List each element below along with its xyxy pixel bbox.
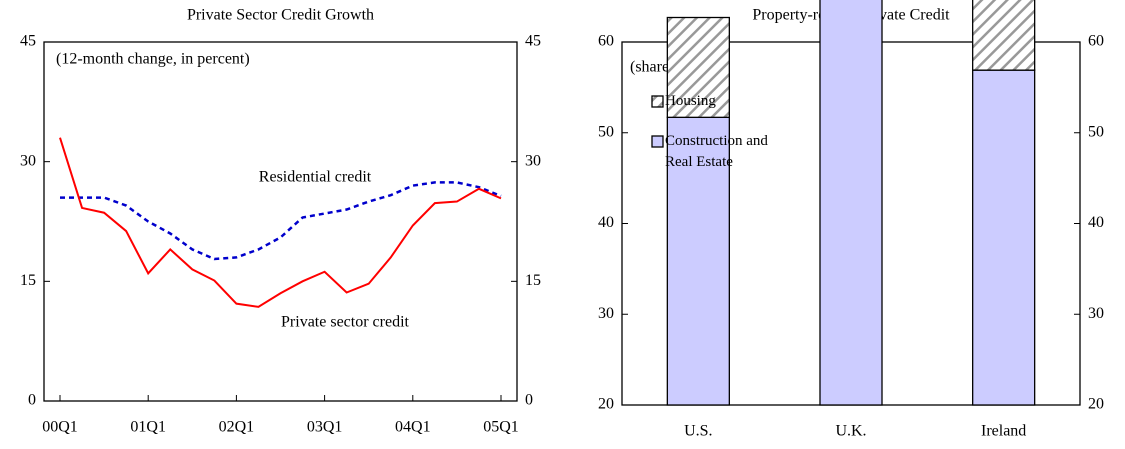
bar-segment: [972, 69, 1036, 406]
y-tick-label: 30: [20, 152, 36, 169]
legend-box: Construction and Real Estate: [665, 133, 768, 170]
series-line: [60, 181, 502, 261]
y2-tick-label: 0: [525, 392, 533, 409]
bar-segment: [972, 0, 1036, 71]
plot-frame: [43, 41, 518, 402]
y2-tick-label: 45: [525, 33, 541, 50]
bar-segment: [666, 16, 730, 118]
y-tick-label: 30: [598, 305, 614, 322]
legend-box: Housing: [665, 93, 716, 109]
x-tick-label: U.S.: [684, 423, 712, 440]
legend-swatch: [651, 95, 664, 108]
y-tick-label: 45: [20, 33, 36, 50]
y-tick-label: 20: [598, 396, 614, 413]
legend-swatch: [651, 135, 664, 148]
x-tick-label: 02Q1: [219, 419, 255, 436]
y2-tick-label: 30: [1088, 305, 1104, 322]
x-tick-label: 05Q1: [483, 419, 519, 436]
y-tick-label: 15: [20, 272, 36, 289]
legend-label: Housing: [665, 93, 716, 109]
legend-label: Construction and Real Estate: [665, 133, 768, 170]
series-label: Residential credit: [259, 169, 372, 186]
bar-segment: [666, 116, 730, 406]
y2-tick-label: 40: [1088, 214, 1104, 231]
y-tick-label: 0: [28, 392, 36, 409]
x-tick-label: 03Q1: [307, 419, 343, 436]
y2-tick-label: 60: [1088, 33, 1104, 50]
x-tick-label: Ireland: [981, 423, 1026, 440]
x-tick-label: 04Q1: [395, 419, 431, 436]
y-tick-label: 50: [598, 123, 614, 140]
chart-title: Private Sector Credit Growth: [187, 7, 374, 24]
bar-segment: [819, 0, 883, 406]
x-tick-label: 00Q1: [42, 419, 78, 436]
y2-tick-label: 50: [1088, 123, 1104, 140]
series-line: [59, 137, 502, 308]
y2-tick-label: 15: [525, 272, 541, 289]
y2-tick-label: 30: [525, 152, 541, 169]
x-tick-label: U.K.: [835, 423, 866, 440]
annotation: (12-month change, in percent): [56, 51, 250, 68]
y-tick-label: 40: [598, 214, 614, 231]
series-label: Private sector credit: [281, 314, 410, 331]
y2-tick-label: 20: [1088, 396, 1104, 413]
y-tick-label: 60: [598, 33, 614, 50]
x-tick-label: 01Q1: [130, 419, 166, 436]
